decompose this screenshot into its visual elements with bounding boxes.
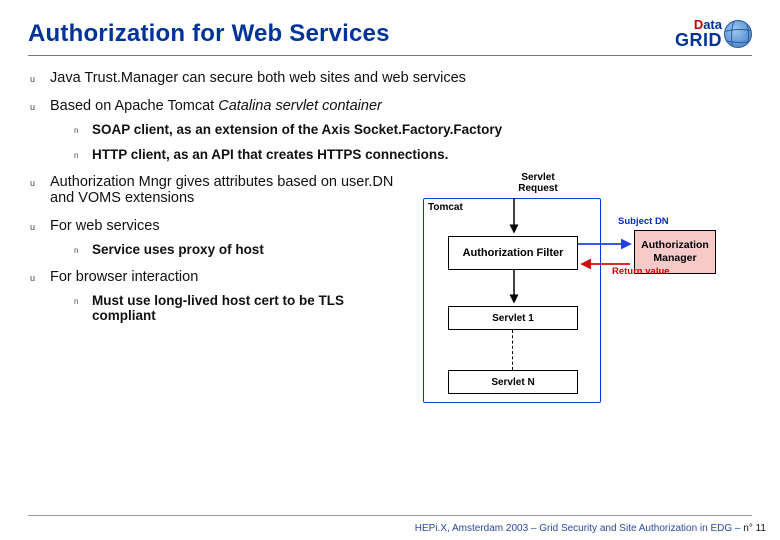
logo-text-block: Data GRID bbox=[675, 18, 722, 49]
arrow-subjectdn-icon bbox=[578, 238, 634, 252]
slide: Authorization for Web Services Data GRID… bbox=[0, 0, 780, 540]
logo: Data GRID bbox=[675, 18, 752, 49]
architecture-diagram: Servlet Request Tomcat Authorization Fil… bbox=[418, 178, 728, 408]
arrow-request-down-icon bbox=[510, 198, 522, 236]
globe-icon bbox=[724, 20, 752, 48]
footer-text: HEPi.X, Amsterdam 2003 – Grid Security a… bbox=[415, 523, 744, 534]
bullet-list: Java Trust.Manager can secure both web s… bbox=[28, 70, 752, 162]
diagram-col: Servlet Request Tomcat Authorization Fil… bbox=[418, 174, 738, 408]
bullet-2-pre: Based on Apache Tomcat bbox=[50, 98, 218, 114]
two-col: Authorization Mngr gives attributes base… bbox=[28, 174, 752, 408]
bullet-2-sub: SOAP client, as an extension of the Axis… bbox=[50, 122, 752, 162]
servlet-n-box: Servlet N bbox=[448, 370, 578, 394]
bullet-5: For browser interaction Must use long-li… bbox=[28, 269, 408, 323]
footer-rule bbox=[28, 515, 752, 516]
dashed-connector-icon bbox=[512, 330, 513, 370]
col-text: Authorization Mngr gives attributes base… bbox=[28, 174, 408, 335]
bullet-list-2: Authorization Mngr gives attributes base… bbox=[28, 174, 408, 323]
auth-filter-box: Authorization Filter bbox=[448, 236, 578, 270]
bullet-4-sub: Service uses proxy of host bbox=[50, 242, 408, 257]
title-row: Authorization for Web Services Data GRID bbox=[28, 18, 752, 56]
footer: HEPi.X, Amsterdam 2003 – Grid Security a… bbox=[415, 523, 766, 534]
bullet-4-label: For web services bbox=[50, 218, 160, 234]
logo-grid: GRID bbox=[675, 31, 722, 49]
bullet-3: Authorization Mngr gives attributes base… bbox=[28, 174, 408, 206]
bullet-2: Based on Apache Tomcat Catalina servlet … bbox=[28, 98, 752, 162]
arrow-filter-servlet-icon bbox=[510, 270, 522, 306]
servlet-request-label: Servlet Request bbox=[508, 172, 568, 194]
bullet-5-label: For browser interaction bbox=[50, 269, 198, 285]
bullet-4-sub-1: Service uses proxy of host bbox=[74, 242, 408, 257]
bullet-5-sub-1: Must use long-lived host cert to be TLS … bbox=[74, 293, 408, 323]
arrow-retval-icon bbox=[578, 258, 634, 272]
servlet-1-box: Servlet 1 bbox=[448, 306, 578, 330]
footer-page: n° 11 bbox=[743, 523, 766, 534]
subject-dn-label: Subject DN bbox=[618, 216, 669, 227]
bullet-2-sub-1: SOAP client, as an extension of the Axis… bbox=[74, 122, 752, 137]
bullet-4: For web services Service uses proxy of h… bbox=[28, 218, 408, 257]
slide-title: Authorization for Web Services bbox=[28, 20, 390, 48]
bullet-2-italic: Catalina servlet container bbox=[218, 98, 382, 114]
tomcat-label: Tomcat bbox=[428, 202, 463, 213]
bullet-5-sub: Must use long-lived host cert to be TLS … bbox=[50, 293, 408, 323]
bullet-2-sub-2: HTTP client, as an API that creates HTTP… bbox=[74, 147, 752, 162]
bullet-1: Java Trust.Manager can secure both web s… bbox=[28, 70, 752, 86]
